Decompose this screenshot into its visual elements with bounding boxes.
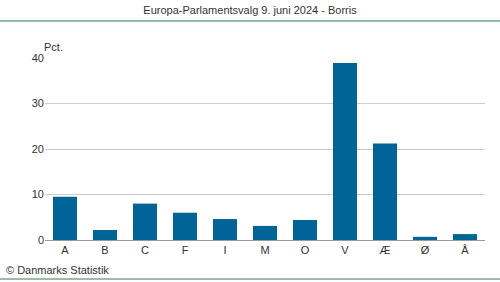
svg-text:10: 10 [32,188,44,200]
svg-text:I: I [223,244,226,256]
svg-text:© Danmarks Statistik: © Danmarks Statistik [6,264,109,276]
svg-text:F: F [182,244,189,256]
svg-text:Europa-Parlamentsvalg 9. juni: Europa-Parlamentsvalg 9. juni 2024 - Bor… [143,4,357,16]
svg-text:Pct.: Pct. [44,41,63,53]
svg-text:Æ: Æ [380,244,391,256]
svg-text:A: A [61,244,69,256]
svg-text:30: 30 [32,97,44,109]
svg-text:0: 0 [38,234,44,246]
svg-text:Ø: Ø [421,244,430,256]
svg-text:Å: Å [461,244,469,256]
svg-text:40: 40 [32,52,44,64]
svg-text:V: V [341,244,349,256]
svg-text:M: M [260,244,269,256]
svg-text:O: O [301,244,310,256]
svg-text:20: 20 [32,143,44,155]
svg-text:B: B [101,244,108,256]
svg-text:C: C [141,244,149,256]
